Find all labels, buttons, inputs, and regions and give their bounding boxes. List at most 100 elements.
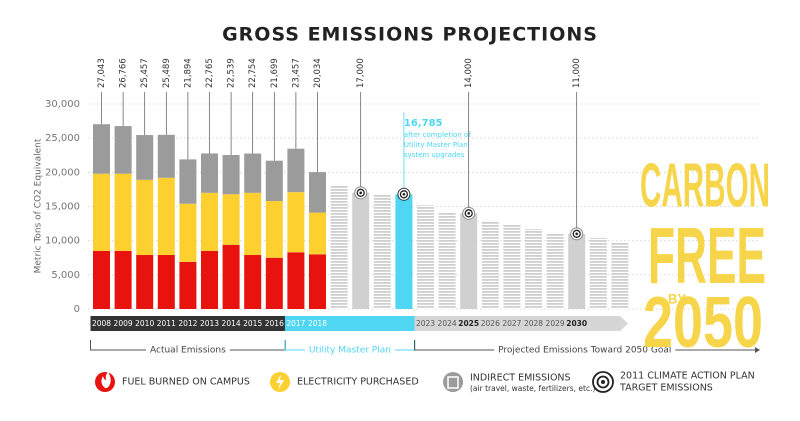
bar-segment [309, 212, 326, 255]
total-label: 21,699 [270, 58, 280, 88]
x-tick-label: 2011 [157, 319, 176, 328]
total-label: 25,489 [162, 58, 172, 88]
projected-bar [330, 185, 348, 309]
legend-note: (air travel, waste, fertilizers, etc.) [470, 384, 595, 393]
bar-segment [222, 194, 240, 245]
x-tick-label: 2028 [524, 319, 543, 328]
x-tick-label: 2021 [373, 319, 392, 328]
slogan-text: CARBON [640, 151, 770, 220]
y-tick-label: 5,000 [51, 270, 80, 281]
bar-segment [265, 257, 283, 309]
bar-segment [93, 173, 110, 251]
legend-glyph [101, 372, 111, 389]
x-tick-label: 2027 [502, 319, 521, 328]
target-marker [399, 190, 409, 199]
projected-bar [525, 229, 542, 309]
x-tick-label: 2013 [200, 319, 219, 328]
x-tick-label: 2022 [394, 319, 413, 328]
bar-segment [157, 255, 175, 309]
bar-segment [287, 148, 305, 193]
total-label: 25,457 [140, 58, 150, 88]
projected-bar [460, 213, 478, 309]
projected-bar [352, 192, 370, 309]
projected-bar [373, 194, 391, 309]
bar-segment [136, 135, 154, 180]
x-tick-label: 2020 [350, 319, 371, 328]
y-axis-label: Metric Tons of CO2 Equivalent [34, 138, 44, 273]
bar-segment [309, 172, 326, 213]
target-marker [359, 191, 363, 195]
bar-segment [157, 134, 175, 178]
target-label: 17,000 [356, 58, 366, 88]
x-tick-label: 2029 [546, 319, 565, 328]
total-label: 22,765 [205, 58, 215, 88]
target-marker [464, 209, 473, 218]
x-tick-label: 2016 [265, 319, 284, 328]
bar-segment [287, 192, 305, 253]
legend-label: INDIRECT EMISSIONS [470, 373, 571, 384]
bar-segment [179, 203, 197, 262]
section-label-bg [494, 344, 676, 356]
bar-segment [309, 254, 326, 309]
projected-bar [438, 211, 456, 309]
bar-segment [201, 192, 218, 251]
legend-label: 2011 CLIMATE ACTION PLAN [620, 371, 755, 382]
bar-segment [157, 177, 175, 256]
bar-segment [179, 159, 197, 204]
projected-bar [568, 233, 586, 309]
section-label-bg [146, 344, 230, 356]
target-marker [575, 232, 578, 236]
bar-segment [244, 255, 262, 309]
x-tick-label: 2015 [243, 319, 262, 328]
total-label: 23,457 [291, 58, 301, 88]
target-marker [402, 193, 406, 196]
bar-segment [265, 201, 283, 258]
bar-segment [201, 153, 218, 193]
y-tick-label: 30,000 [45, 99, 80, 110]
bar-segment [114, 250, 132, 309]
bar-segment [93, 124, 110, 174]
target-label: 11,000 [572, 58, 582, 88]
annotation-line: system upgrades [404, 151, 465, 159]
projected-bar [589, 237, 607, 309]
total-label: 21,894 [183, 58, 193, 88]
target-marker [467, 212, 471, 215]
projected-bar [417, 205, 434, 309]
projected-bar [611, 242, 629, 309]
projected-bar [481, 220, 499, 309]
section-label: Utility Master Plan [309, 346, 391, 356]
bar-segment [136, 255, 154, 309]
y-tick-label: 10,000 [45, 236, 80, 247]
bar-segment [287, 252, 305, 309]
bar-segment [179, 261, 197, 309]
total-label: 27,043 [97, 58, 107, 88]
target-label: 14,000 [464, 58, 474, 88]
x-tick-label: 2030 [566, 319, 587, 328]
slogan-text: BY [668, 291, 687, 307]
annotation: after completion of Utility Master Plan sy… [404, 131, 471, 159]
slogan-text: 2050 [643, 283, 763, 363]
year-band-arrow [620, 316, 628, 331]
highlight-label: 16,785 [404, 118, 443, 129]
legend-label: ELECTRICITY PURCHASED [297, 377, 419, 388]
projected-bar [503, 224, 521, 309]
total-label: 22,539 [227, 58, 237, 88]
legend-label: FUEL BURNED ON CAMPUS [122, 377, 250, 388]
x-tick-label: 2023 [416, 319, 435, 328]
total-label: 22,754 [248, 58, 258, 88]
bar-segment [136, 179, 154, 256]
total-label: 20,034 [313, 58, 323, 88]
slogan-text: FREE [648, 211, 766, 300]
y-tick-label: 20,000 [45, 167, 80, 178]
bar-segment [222, 244, 240, 309]
x-tick-label: 2012 [178, 319, 197, 328]
bar-segment [244, 153, 262, 193]
legend-icon [443, 372, 463, 392]
year-band [414, 316, 620, 331]
x-tick-label: 2010 [135, 319, 154, 328]
projected-bar [546, 233, 564, 309]
total-label: 26,766 [119, 58, 129, 88]
legend-glyph [447, 376, 459, 389]
legend-glyph [276, 374, 284, 390]
